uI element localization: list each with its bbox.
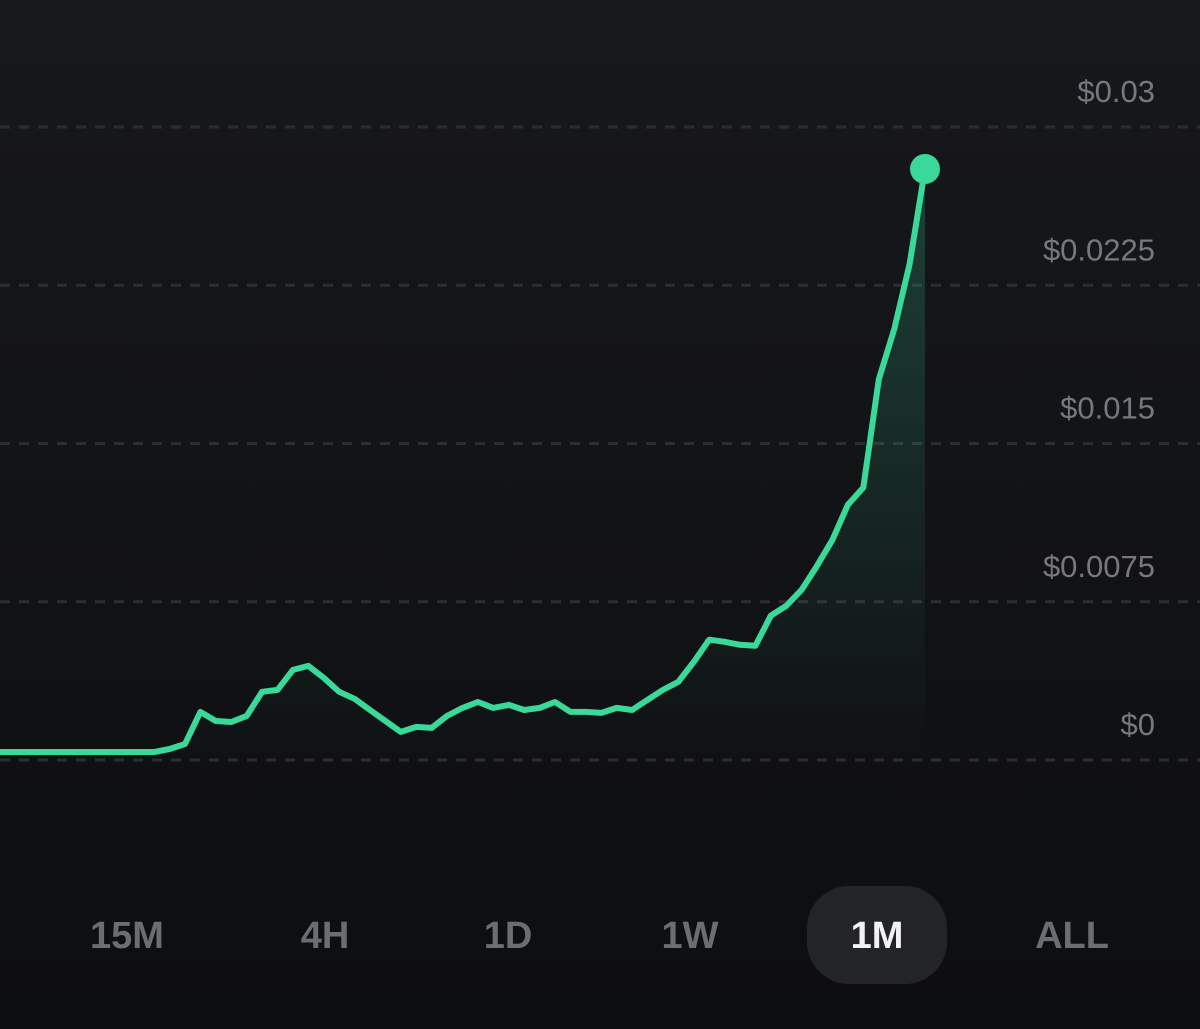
y-tick-label: $0.015 xyxy=(1060,391,1155,426)
range-option[interactable]: 1M xyxy=(851,915,904,957)
line-area xyxy=(0,169,925,760)
range-option[interactable]: 1W xyxy=(662,915,719,957)
current-price-dot xyxy=(910,153,940,184)
range-selector: 15M 4H 1D 1W 1M ALL xyxy=(90,886,1109,984)
range-option[interactable]: 15M xyxy=(90,915,164,957)
range-option[interactable]: 1D xyxy=(484,915,533,957)
plot xyxy=(0,153,940,760)
price-line xyxy=(0,166,928,755)
grid: $0 $0.0075 $0.015 $0.0225 $0.03 xyxy=(0,74,1200,762)
range-option[interactable]: ALL xyxy=(1035,915,1109,957)
y-tick-label: $0 xyxy=(1121,707,1155,742)
y-tick-label: $0.03 xyxy=(1077,74,1155,109)
selected-pill xyxy=(807,886,947,984)
y-tick-label: $0.0225 xyxy=(1043,232,1155,267)
y-tick-label: $0.0075 xyxy=(1043,549,1155,584)
range-option[interactable]: 4H xyxy=(301,915,350,957)
